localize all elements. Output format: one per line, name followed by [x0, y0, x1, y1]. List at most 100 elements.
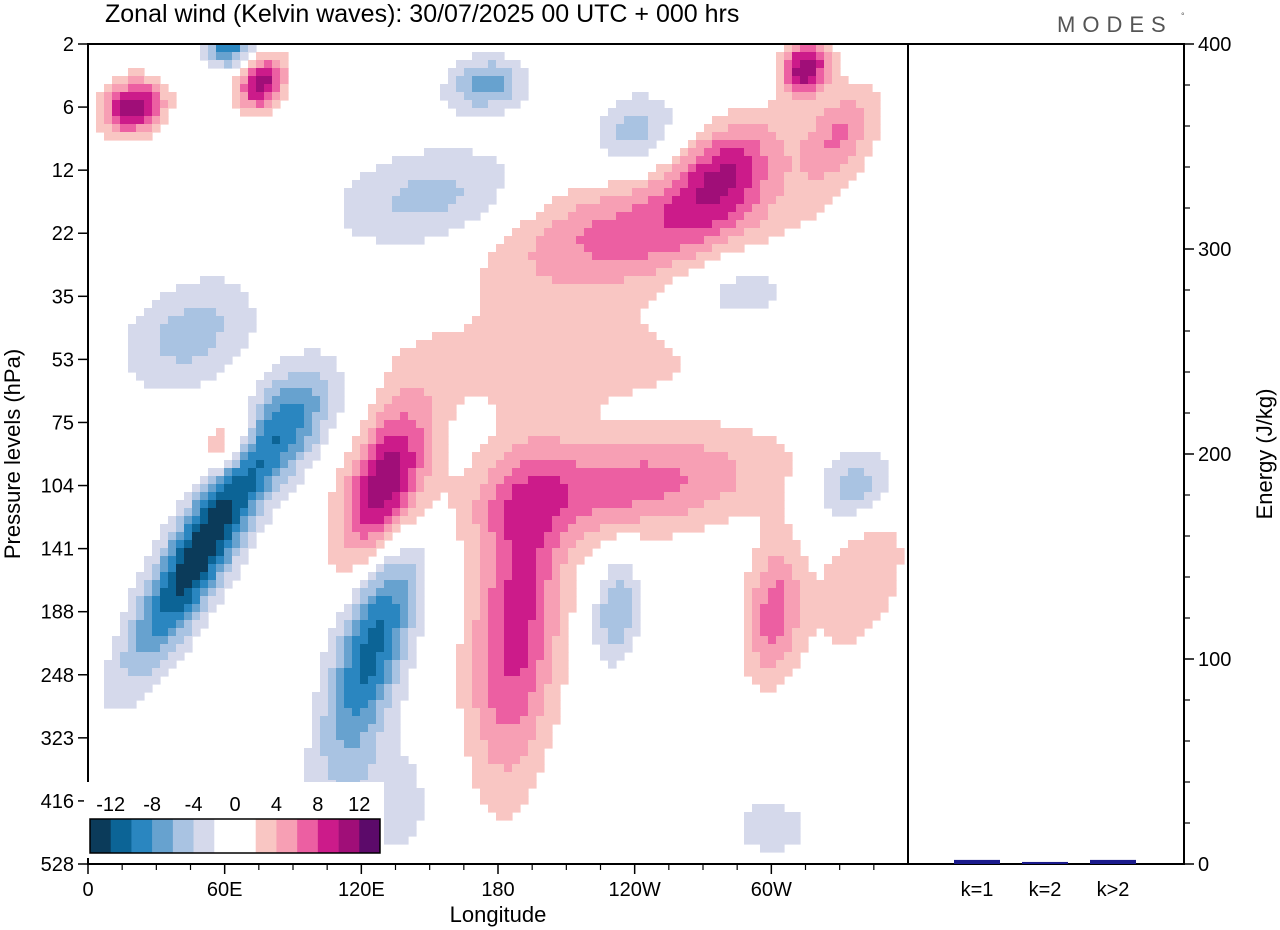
heatmap-cell — [160, 532, 169, 541]
energy-tick-label: 100 — [1198, 649, 1231, 671]
heatmap-cell — [392, 492, 401, 501]
heatmap-cell — [824, 68, 833, 77]
heatmap-cell — [288, 444, 305, 453]
heatmap-cell — [320, 660, 337, 669]
heatmap-cell — [736, 204, 753, 213]
heatmap-cell — [272, 412, 305, 421]
heatmap-cell — [360, 652, 377, 661]
heatmap-cell — [184, 524, 193, 533]
heatmap-cell — [352, 468, 361, 477]
heatmap-cell — [336, 612, 353, 621]
heatmap-cell — [504, 236, 537, 245]
heatmap-cell — [232, 500, 249, 509]
heatmap-cell — [256, 388, 265, 397]
heatmap-cell — [704, 124, 729, 133]
heatmap-cell — [104, 108, 113, 117]
heatmap-cell — [488, 668, 505, 677]
heatmap-cell — [272, 436, 281, 445]
heatmap-cell — [376, 700, 393, 709]
heatmap-cell — [328, 700, 337, 709]
heatmap-cell — [208, 492, 217, 501]
heatmap-cell — [192, 588, 201, 597]
heatmap-cell — [264, 460, 281, 469]
heatmap-cell — [680, 172, 689, 181]
heatmap-cell — [688, 164, 697, 173]
heatmap-cell — [752, 612, 761, 621]
heatmap-cell — [800, 156, 849, 165]
heatmap-cell — [192, 612, 201, 621]
heatmap-cell — [600, 652, 625, 661]
heatmap-cell — [496, 716, 521, 725]
heatmap-cell — [136, 604, 145, 613]
heatmap-cell — [360, 668, 377, 677]
heatmap-cell — [392, 692, 409, 701]
heatmap-cell — [680, 188, 697, 197]
heatmap-cell — [376, 428, 425, 437]
heatmap-cell — [528, 628, 545, 637]
heatmap-cell — [336, 668, 345, 677]
heatmap-cell — [408, 508, 425, 517]
heatmap-cell — [488, 692, 529, 701]
heatmap-cell — [184, 636, 193, 645]
heatmap-cell — [432, 332, 657, 341]
heatmap-cell — [784, 652, 801, 661]
heatmap-cell — [512, 764, 545, 773]
heatmap-cell — [144, 100, 153, 109]
heatmap-cell — [824, 60, 833, 69]
heatmap-cell — [328, 388, 345, 397]
heatmap-cell — [248, 60, 257, 69]
heatmap-cell — [424, 484, 481, 493]
heatmap-cell — [776, 52, 785, 61]
heatmap-cell — [368, 444, 377, 453]
heatmap-cell — [392, 644, 401, 653]
heatmap-cell — [256, 484, 265, 493]
heatmap-cell — [552, 556, 569, 565]
heatmap-cell — [320, 652, 337, 661]
heatmap-cell — [760, 524, 793, 533]
heatmap-cell — [456, 652, 473, 661]
heatmap-cell — [456, 660, 473, 669]
heatmap-cell — [256, 524, 265, 533]
heatmap-cell — [312, 716, 321, 725]
colorbar-label: 0 — [229, 794, 240, 816]
heatmap-cell — [176, 516, 185, 525]
heatmap-cell — [312, 708, 329, 717]
heatmap-cell — [184, 604, 193, 613]
heatmap-cell — [792, 92, 817, 101]
heatmap-cell — [416, 588, 425, 597]
heatmap-cell — [824, 84, 873, 93]
heatmap-cell — [680, 244, 713, 253]
heatmap-cell — [512, 548, 537, 557]
heatmap-cell — [208, 60, 225, 69]
heatmap-cell — [248, 68, 257, 77]
heatmap-cell — [752, 548, 801, 557]
heatmap-cell — [152, 548, 161, 557]
heatmap-cell — [344, 212, 481, 221]
heatmap-cell — [472, 772, 537, 781]
heatmap-cell — [504, 604, 537, 613]
heatmap-cell — [496, 548, 513, 557]
heatmap-cell — [384, 580, 409, 589]
heatmap-cell — [616, 580, 625, 589]
heatmap-cell — [376, 732, 401, 741]
longitude-axis: 0 60E 120E 180 120W 60W — [82, 864, 875, 901]
heatmap-cell — [232, 60, 241, 69]
x-tick-label: 60E — [207, 879, 243, 901]
heatmap-cell — [568, 556, 585, 565]
heatmap-cell — [592, 636, 609, 645]
heatmap-cell — [464, 732, 481, 741]
heatmap-cell — [352, 436, 369, 445]
colorbar-swatch — [297, 819, 319, 853]
heatmap-cell — [408, 580, 417, 589]
heatmap-cell — [544, 204, 577, 213]
heatmap-cell — [792, 156, 801, 165]
heatmap-cell — [168, 540, 177, 549]
heatmap-cell — [536, 612, 545, 621]
heatmap-cell — [272, 364, 337, 373]
energy-bar — [1022, 861, 1068, 864]
heatmap-cell — [552, 660, 569, 669]
heatmap-cell — [704, 236, 729, 245]
heatmap-cell — [240, 460, 257, 469]
heatmap-cell — [472, 668, 489, 677]
heatmap-cell — [384, 404, 433, 413]
